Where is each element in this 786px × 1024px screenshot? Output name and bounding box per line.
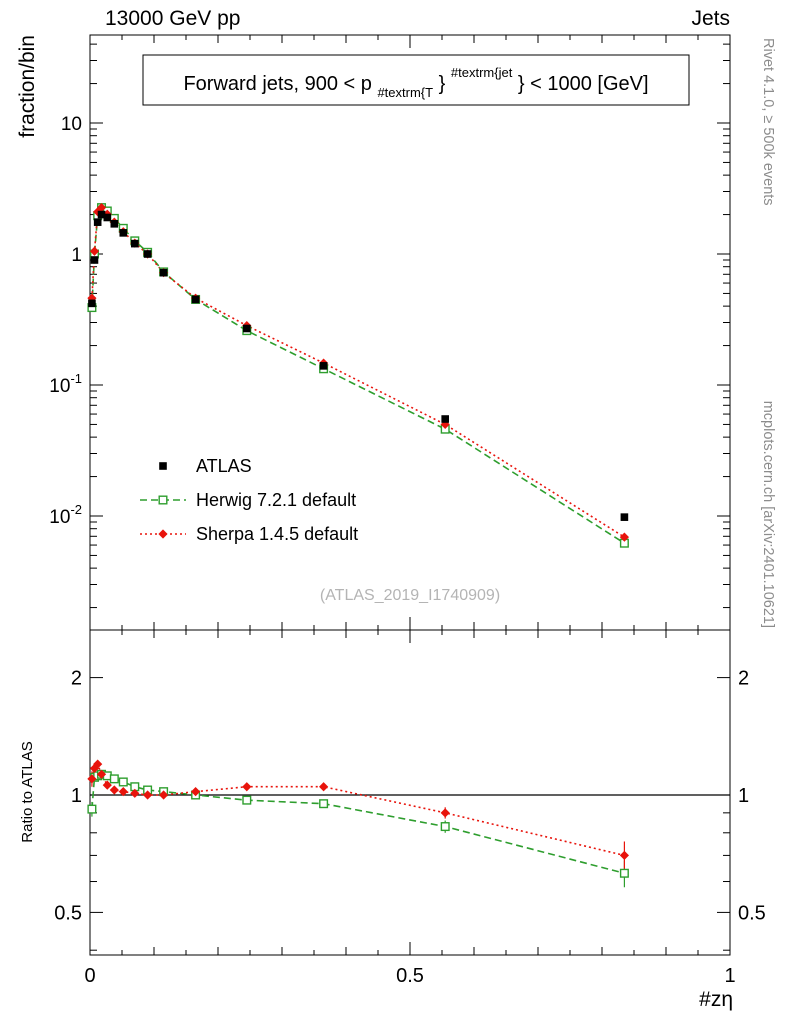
atlas-marker	[119, 229, 128, 237]
herwig-ratio-marker	[87, 804, 97, 814]
legend-label: ATLAS	[196, 456, 252, 476]
y-axis-title-main: fraction/bin	[16, 35, 39, 138]
sherpa-marker	[89, 246, 100, 256]
herwig-ratio-marker	[242, 795, 252, 805]
atlas-marker	[131, 239, 139, 248]
sherpa-ratio-marker	[319, 782, 329, 792]
y-axis-title-ratio: Ratio to ATLAS	[19, 741, 36, 842]
herwig-ratio-marker	[619, 868, 629, 878]
ratio-tick-label-left: 0.5	[54, 902, 82, 924]
y-tick-base: 1	[71, 245, 82, 266]
sherpa-marker	[87, 293, 97, 303]
atlas-marker	[159, 268, 168, 277]
ratio-tick-label-left: 1	[71, 785, 82, 807]
y-tick-label: 1	[71, 245, 82, 266]
atlas-marker	[88, 299, 96, 308]
y-tick-base: 10	[61, 114, 82, 135]
herwig-ratio-marker	[109, 774, 119, 784]
sherpa-ratio-marker	[89, 763, 100, 774]
ratio-tick-label-left: 2	[71, 668, 82, 690]
sherpa-ratio-marker	[242, 782, 252, 792]
sherpa-marker	[96, 203, 107, 213]
sherpa-ratio-marker	[93, 759, 103, 769]
plot-title-sup: #textrm{jet	[451, 65, 513, 80]
sherpa-ratio-marker	[191, 787, 201, 797]
sherpa-ratio-marker	[130, 788, 140, 798]
atlas-marker	[143, 250, 152, 258]
x-tick-label: 0	[84, 965, 95, 987]
atlas-marker	[97, 210, 106, 219]
atlas-marker	[319, 362, 328, 370]
ratio-tick-label-right: 0.5	[738, 902, 766, 924]
atlas-marker	[243, 324, 251, 333]
y-tick-label: 10-2	[49, 502, 82, 528]
plot-title-mid: }	[439, 73, 446, 95]
sherpa-ratio-marker	[619, 850, 629, 861]
y-tick-label: 10-1	[49, 371, 82, 397]
legend-label: Herwig 7.2.1 default	[196, 490, 356, 510]
sherpa-ratio-marker	[159, 790, 169, 800]
legend-atlas-marker	[159, 462, 167, 470]
atlas-marker	[191, 295, 200, 304]
x-axis-title: #zη	[699, 988, 733, 1011]
y-tick-base: 10	[49, 507, 70, 528]
herwig-line-ratio	[91, 773, 625, 875]
herwig-ratio-marker	[440, 822, 450, 832]
analysis-id-watermark: (ATLAS_2019_I1740909)	[320, 587, 500, 604]
sherpa-ratio-marker	[440, 808, 450, 818]
plot-title-post: } < 1000 [GeV]	[518, 73, 649, 95]
sherpa-ratio-marker	[87, 774, 97, 784]
herwig-ratio-marker	[319, 799, 329, 809]
y-tick-label: 10	[61, 114, 82, 135]
sherpa-line-main	[91, 206, 625, 538]
herwig-ratio-marker	[118, 777, 128, 787]
main-panel-frame	[89, 34, 731, 631]
atlas-marker	[620, 513, 629, 521]
sherpa-ratio-marker	[109, 785, 119, 795]
atlas-marker	[103, 213, 112, 222]
herwig-line-main	[91, 206, 625, 544]
atlas-marker	[93, 218, 102, 226]
plot-title-sub: #textrm{T	[377, 85, 433, 100]
sherpa-ratio-marker	[118, 787, 128, 797]
x-tick-label: 1	[724, 965, 735, 987]
sherpa-ratio-marker	[96, 769, 107, 779]
plot-title: Forward jets, 900 < p #textrm{T } #textr…	[183, 60, 648, 102]
atlas-marker	[441, 415, 449, 423]
y-tick-exponent: -1	[70, 371, 82, 386]
x-tick-label: 0.5	[396, 965, 424, 987]
mcplots-credit-label: mcplots.cern.ch [arXiv:2401.10621]	[760, 401, 776, 628]
atlas-marker	[110, 220, 119, 228]
beam-energy-label: 13000 GeV pp	[105, 7, 240, 30]
y-tick-base: 10	[49, 376, 70, 397]
sherpa-marker	[619, 532, 629, 542]
y-tick-exponent: -2	[70, 502, 82, 517]
plot-title-box	[142, 54, 690, 106]
analysis-group-label: Jets	[691, 7, 730, 30]
ratio-tick-label-right: 2	[738, 668, 749, 690]
atlas-marker	[90, 256, 99, 264]
legend-sherpa-marker	[158, 529, 168, 539]
ratio-tick-label-right: 1	[738, 785, 749, 807]
legend-herwig-marker	[158, 495, 168, 505]
plot-title-pre: Forward jets, 900 < p	[183, 73, 371, 95]
legend-label: Sherpa 1.4.5 default	[196, 524, 358, 544]
sherpa-ratio-marker	[143, 790, 153, 800]
sherpa-ratio-marker	[102, 780, 112, 790]
rivet-version-label: Rivet 4.1.0, ≥ 500k events	[760, 38, 776, 206]
